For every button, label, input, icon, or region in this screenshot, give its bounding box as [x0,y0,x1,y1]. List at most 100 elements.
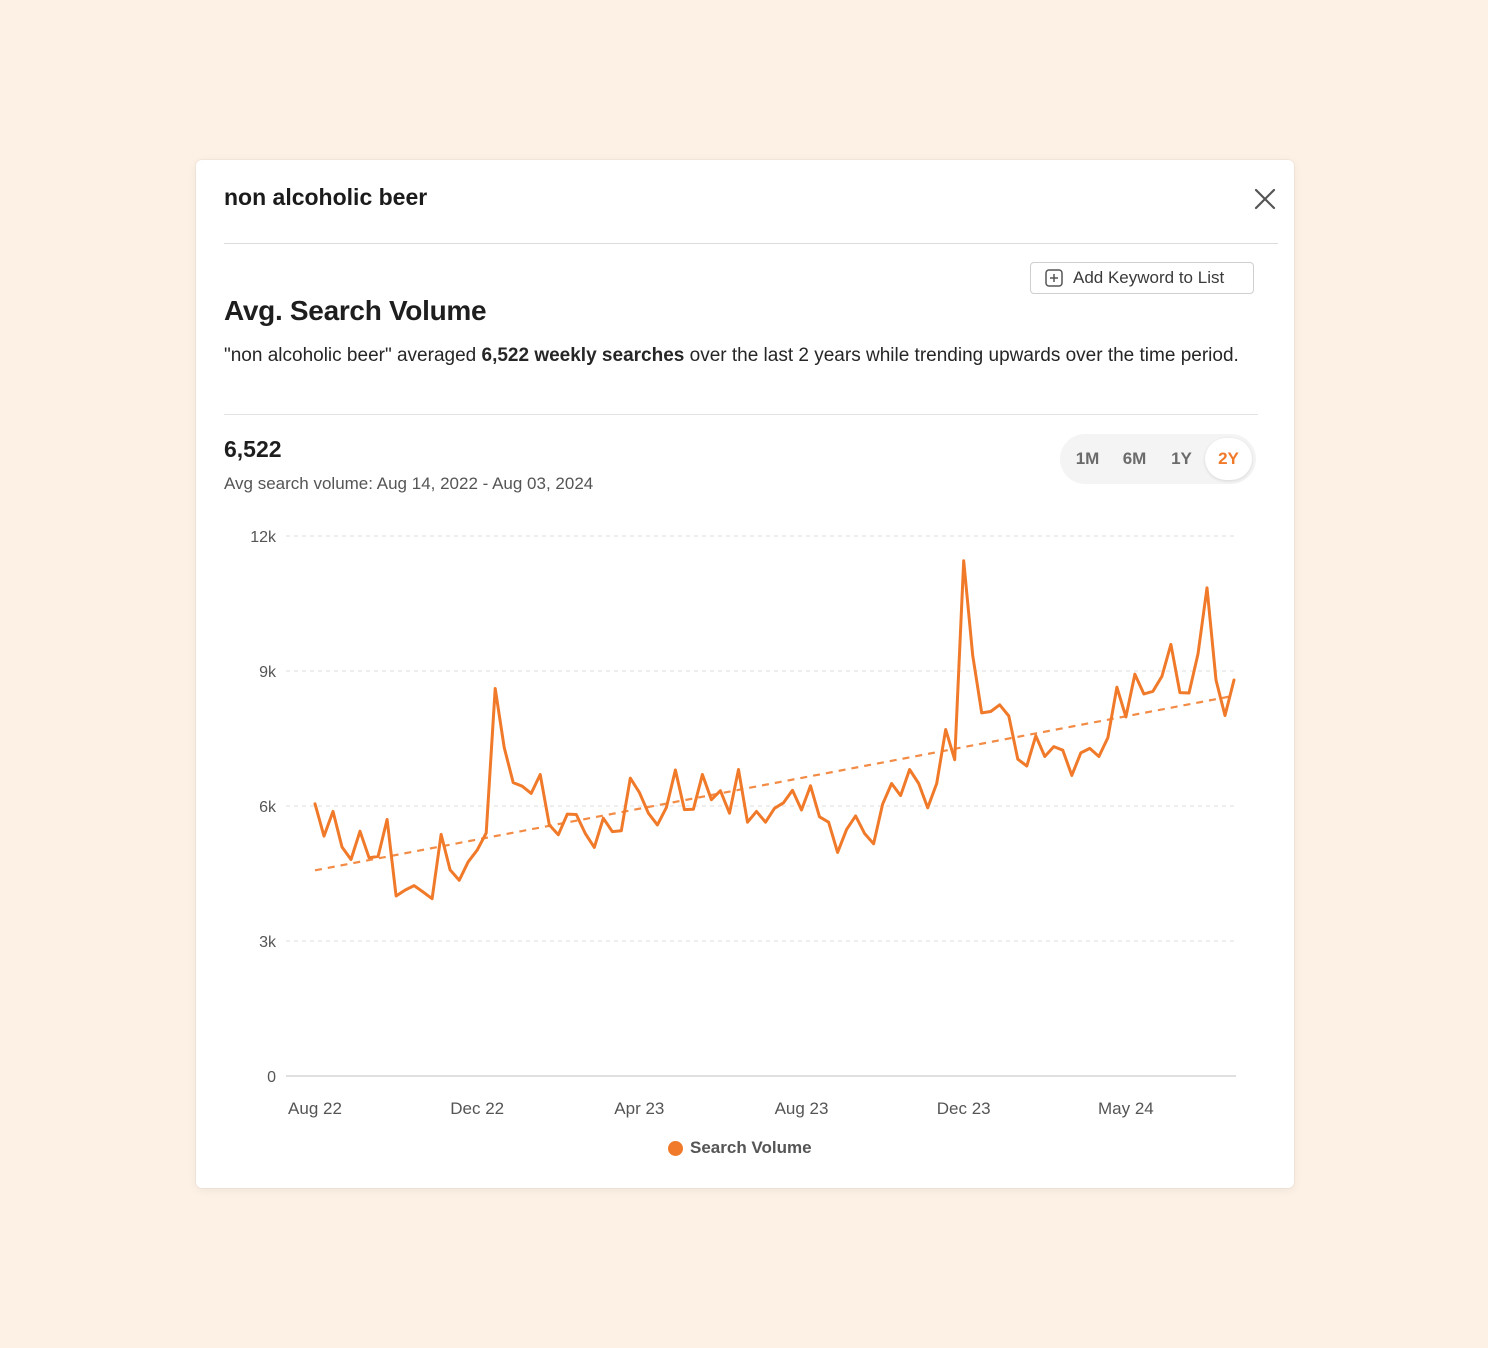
x-tick-label: Apr 23 [614,1099,664,1118]
data-point [512,781,515,784]
data-point [746,821,749,824]
tab-1y[interactable]: 1Y [1171,449,1192,468]
data-point [809,784,812,787]
data-point [755,810,758,813]
data-point [448,868,452,872]
data-point [403,888,407,892]
data-point [503,746,506,749]
data-point [674,768,677,772]
data-point [1043,755,1046,758]
data-point [764,821,767,824]
section-divider [224,414,1258,415]
data-point [475,848,479,852]
data-point [944,728,947,731]
data-point [872,842,875,845]
data-point [521,785,524,788]
data-point [1196,652,1200,656]
data-point [1160,675,1164,678]
data-point [836,851,839,854]
tab-6m[interactable]: 6M [1122,449,1147,468]
summary-suffix: over the last 2 years while trending upw… [684,345,1239,366]
data-point [412,884,416,887]
data-point [575,813,578,816]
data-point [899,794,902,797]
data-point [539,773,542,776]
data-point [863,832,866,835]
modal-title: non alcoholic beer [224,184,428,210]
data-point [430,897,434,900]
data-point [1079,751,1083,755]
data-point [980,711,983,715]
data-point [962,559,965,562]
x-tick-label: Dec 22 [450,1099,504,1118]
data-point [1142,692,1146,696]
y-tick-label: 0 [267,1069,276,1086]
data-point [385,818,389,821]
data-point [602,816,605,820]
data-point [692,807,695,811]
data-point [665,806,668,809]
tab-2y[interactable]: 2Y [1205,438,1252,480]
data-point [1016,758,1019,761]
data-point [971,654,974,657]
section-title: Avg. Search Volume [224,295,487,326]
data-point [1214,678,1218,682]
time-range-tabs: 1M 6M 1Y 2Y [1060,434,1256,484]
summary-highlight: 6,522 weekly searches [481,345,685,366]
data-point [1151,690,1155,693]
x-tick-label: Aug 23 [775,1099,829,1118]
data-point [683,808,686,811]
close-button[interactable] [1250,184,1280,214]
y-tick-label: 9k [259,664,277,681]
data-point [1106,736,1110,739]
data-point [854,814,857,818]
data-point [737,768,740,771]
tab-1m[interactable]: 1M [1075,449,1100,468]
data-point [493,687,497,690]
data-point [1070,774,1074,777]
data-point [340,845,344,849]
y-tick-label: 12k [250,529,277,546]
data-point [349,858,353,861]
data-point [710,798,713,801]
data-point [394,894,398,898]
data-point [881,803,884,806]
data-point [421,890,425,894]
data-point [620,829,623,832]
avg-volume-value: 6,522 [224,436,282,462]
data-point [376,855,380,858]
summary-prefix: "non alcoholic beer" averaged [224,345,482,366]
data-point [457,879,461,882]
data-point [1178,691,1182,694]
data-point [1088,747,1092,750]
data-point [917,782,920,785]
data-point [1034,734,1037,737]
legend-label: Search Volume [690,1138,812,1157]
data-point [530,792,533,795]
data-point [908,768,911,771]
data-point [1097,755,1101,758]
data-point [998,703,1001,706]
data-point [926,806,929,809]
data-point [1205,586,1209,589]
data-point [719,789,722,792]
y-tick-label: 6k [259,799,277,816]
data-point [890,782,893,785]
chart-legend: Search Volume [668,1138,812,1158]
data-point [1061,749,1065,752]
data-point [1124,715,1128,719]
data-point [791,789,794,792]
header-divider [224,243,1278,244]
data-point [313,802,317,805]
data-point [728,812,731,815]
data-point [584,832,587,835]
data-point [800,808,803,812]
legend-swatch [668,1140,683,1156]
data-point [1115,686,1119,689]
data-point [593,846,596,849]
add-keyword-to-list-button[interactable]: Add Keyword to List [1030,262,1254,294]
data-point [1232,678,1236,682]
data-point [1133,672,1137,676]
data-point [1223,714,1227,717]
data-point [322,834,326,838]
